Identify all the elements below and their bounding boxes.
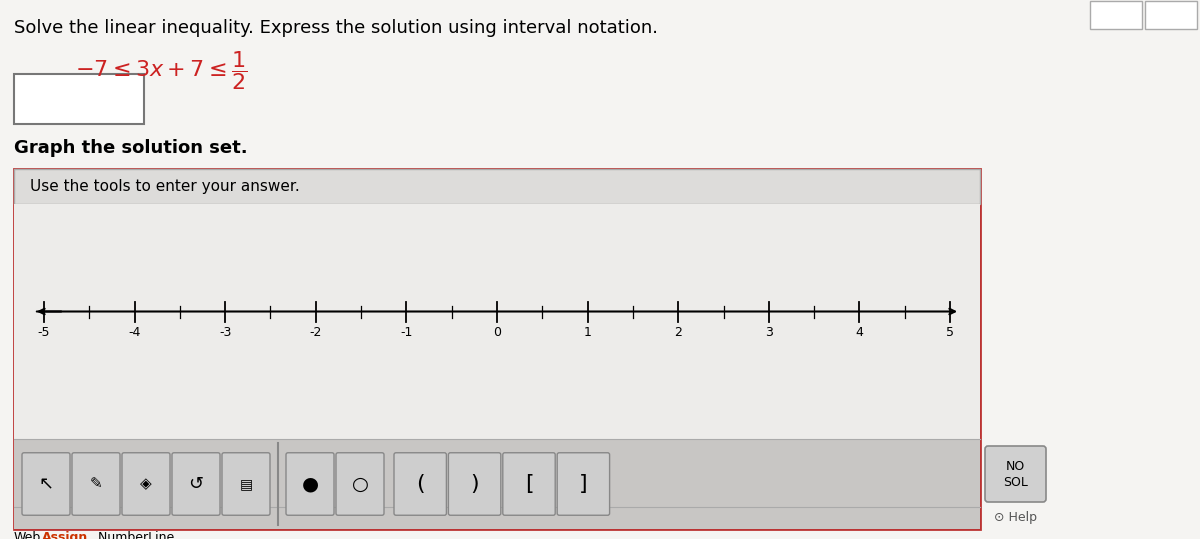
Text: ↖: ↖ bbox=[38, 475, 54, 493]
FancyBboxPatch shape bbox=[286, 453, 334, 515]
Text: ●: ● bbox=[301, 474, 318, 494]
Text: 1: 1 bbox=[583, 326, 592, 338]
Text: -3: -3 bbox=[220, 326, 232, 338]
FancyBboxPatch shape bbox=[336, 453, 384, 515]
FancyBboxPatch shape bbox=[1145, 1, 1198, 29]
FancyBboxPatch shape bbox=[222, 453, 270, 515]
FancyBboxPatch shape bbox=[449, 453, 500, 515]
Text: ⊙ Help: ⊙ Help bbox=[994, 511, 1037, 524]
Text: Use the tools to enter your answer.: Use the tools to enter your answer. bbox=[30, 179, 300, 194]
Text: NumberLine: NumberLine bbox=[94, 531, 174, 539]
Text: 2: 2 bbox=[674, 326, 682, 338]
Text: 5: 5 bbox=[946, 326, 954, 338]
Text: ◈: ◈ bbox=[140, 476, 152, 492]
Text: [: [ bbox=[524, 474, 533, 494]
Text: ): ) bbox=[470, 474, 479, 494]
FancyBboxPatch shape bbox=[1090, 1, 1142, 29]
Text: -5: -5 bbox=[37, 326, 50, 338]
Text: 0: 0 bbox=[493, 326, 502, 338]
Text: ○: ○ bbox=[352, 474, 368, 494]
Text: Web: Web bbox=[14, 531, 41, 539]
FancyBboxPatch shape bbox=[172, 453, 220, 515]
Text: Solve the linear inequality. Express the solution using interval notation.: Solve the linear inequality. Express the… bbox=[14, 19, 658, 37]
Text: -2: -2 bbox=[310, 326, 322, 338]
Text: NO
SOL: NO SOL bbox=[1003, 460, 1028, 488]
FancyBboxPatch shape bbox=[14, 169, 980, 204]
FancyBboxPatch shape bbox=[557, 453, 610, 515]
FancyBboxPatch shape bbox=[985, 446, 1046, 502]
FancyBboxPatch shape bbox=[72, 453, 120, 515]
FancyBboxPatch shape bbox=[394, 453, 446, 515]
Text: 4: 4 bbox=[856, 326, 863, 338]
Text: ▤: ▤ bbox=[240, 477, 252, 491]
Text: -4: -4 bbox=[128, 326, 140, 338]
FancyBboxPatch shape bbox=[122, 453, 170, 515]
FancyBboxPatch shape bbox=[14, 169, 980, 529]
Text: 3: 3 bbox=[764, 326, 773, 338]
FancyBboxPatch shape bbox=[14, 439, 980, 529]
Text: (: ( bbox=[416, 474, 425, 494]
Text: ✎: ✎ bbox=[90, 476, 102, 492]
FancyBboxPatch shape bbox=[503, 453, 556, 515]
Text: -1: -1 bbox=[401, 326, 413, 338]
Text: Assign: Assign bbox=[42, 531, 89, 539]
Text: $-7 \leq 3x + 7 \leq \dfrac{1}{2}$: $-7 \leq 3x + 7 \leq \dfrac{1}{2}$ bbox=[74, 49, 247, 92]
FancyBboxPatch shape bbox=[22, 453, 70, 515]
FancyBboxPatch shape bbox=[14, 74, 144, 124]
Text: Graph the solution set.: Graph the solution set. bbox=[14, 139, 247, 157]
Text: ↺: ↺ bbox=[188, 475, 204, 493]
FancyBboxPatch shape bbox=[14, 204, 980, 439]
Text: ]: ] bbox=[580, 474, 588, 494]
